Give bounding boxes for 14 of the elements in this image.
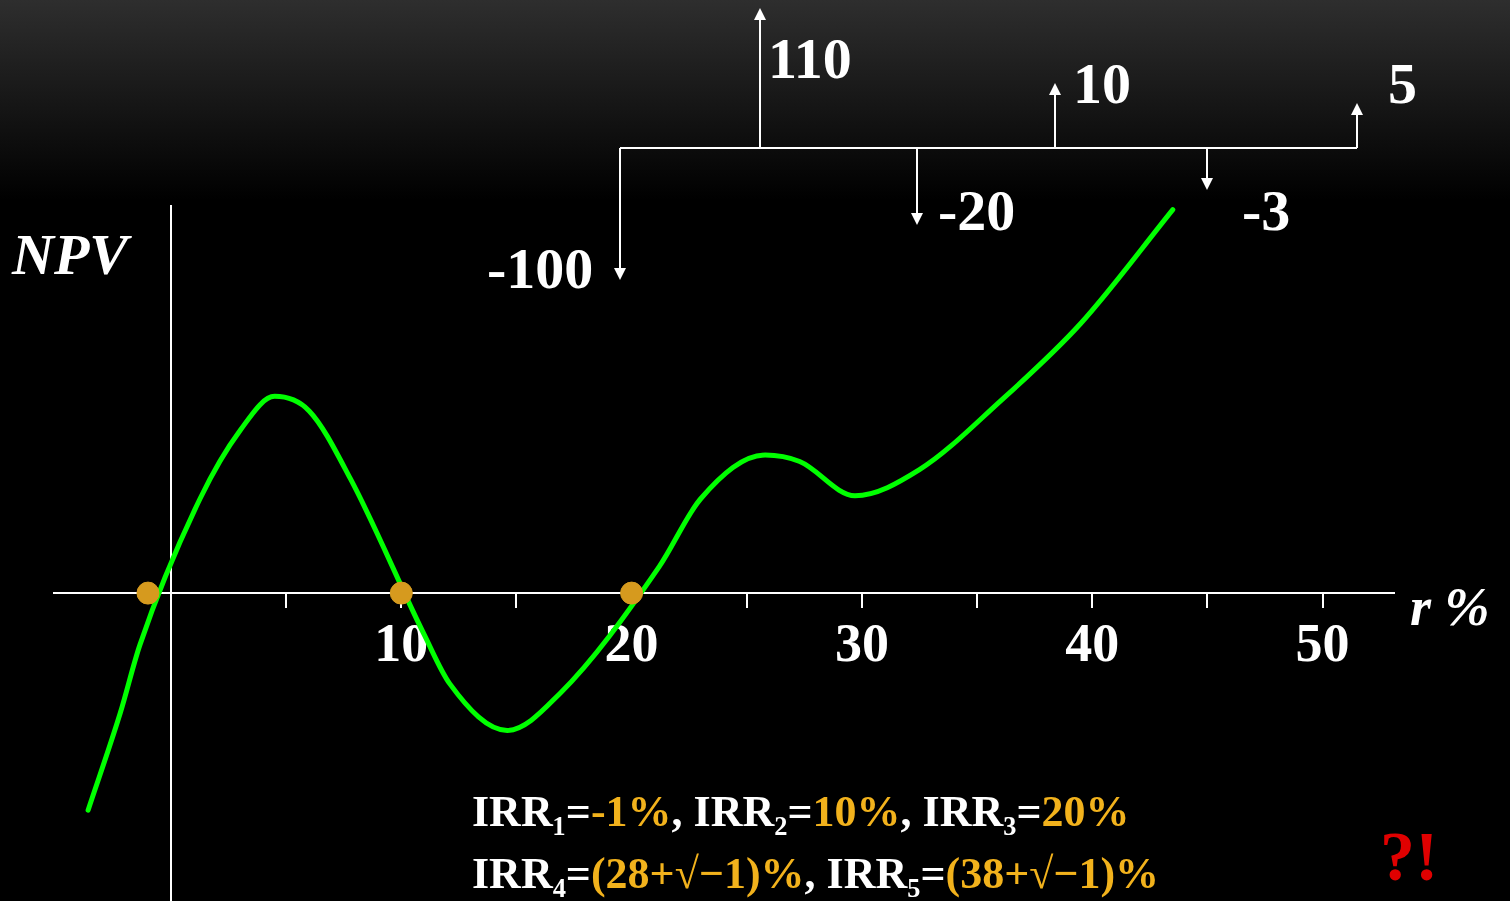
annotation: -20 [938, 178, 1016, 243]
x-axis-title: r % [1410, 577, 1490, 637]
text: IRR₄=(28+√−1)%, IRR₅=(38+√−1)% [472, 849, 1160, 898]
text: ?! [1380, 818, 1439, 895]
text: 110 [768, 26, 852, 91]
x-tick-label: 30 [834, 613, 889, 674]
annotation: IRR₁=-1%, IRR₂=10%, IRR₃=20% [472, 787, 1130, 836]
x-tick-label: 40 [1065, 613, 1120, 674]
text: 10 [1073, 51, 1131, 116]
x-tick-label: 20 [604, 613, 659, 674]
text: 5 [1388, 51, 1417, 116]
annotation: -100 [487, 236, 594, 301]
x-tick-label: 50 [1295, 613, 1350, 674]
annotation: -3 [1242, 178, 1291, 243]
